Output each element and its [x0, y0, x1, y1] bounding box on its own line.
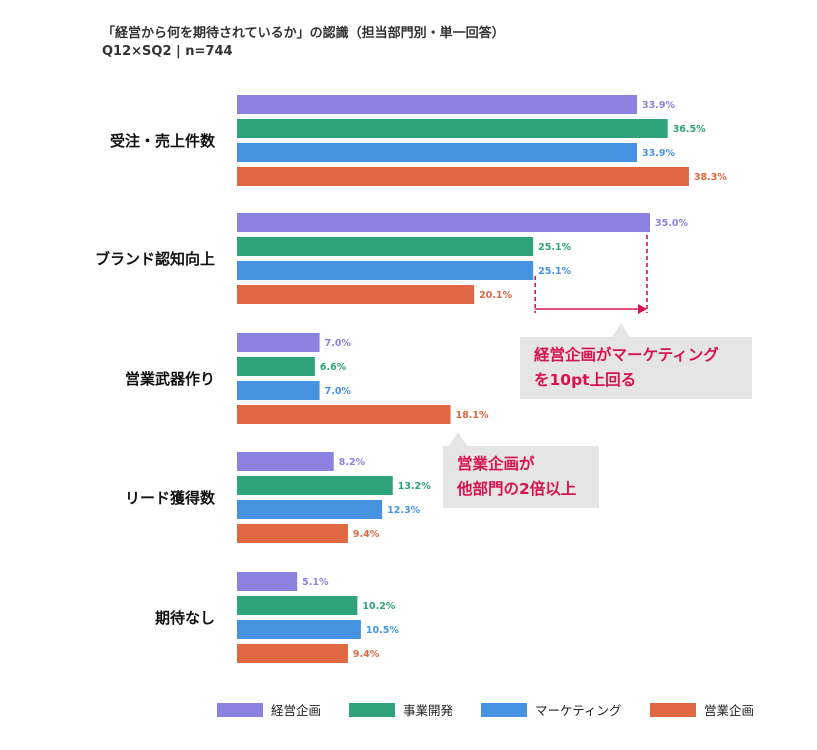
- legend-swatch: [481, 702, 527, 717]
- bar: [237, 119, 668, 138]
- legend-label: 事業開発: [403, 703, 454, 718]
- legend-swatch: [349, 702, 395, 717]
- bar: [237, 167, 689, 186]
- bar: [237, 357, 315, 376]
- value-label: 12.3%: [387, 505, 420, 516]
- value-label: 20.1%: [479, 290, 512, 301]
- category-label: リード獲得数: [125, 489, 216, 507]
- legend-item: 事業開発: [349, 700, 453, 719]
- value-label: 7.0%: [325, 338, 352, 349]
- bar: [237, 452, 334, 471]
- annotation-line: 営業企画が: [457, 455, 535, 473]
- chart-subtitle: Q12×SQ2 | n=744: [102, 44, 233, 59]
- legend-item: マーケティング: [481, 700, 622, 719]
- category-label: 営業武器作り: [125, 370, 215, 388]
- bar: [237, 500, 383, 519]
- chart-legend: 経営企画 事業開発 マーケティング 営業企画: [0, 700, 817, 722]
- value-label: 13.2%: [398, 481, 431, 492]
- category-label: 期待なし: [155, 609, 215, 627]
- value-label: 7.0%: [325, 386, 352, 397]
- bar: [237, 143, 638, 162]
- value-label: 9.4%: [353, 649, 380, 660]
- legend-item: 経営企画: [217, 700, 321, 719]
- bar: [237, 285, 475, 304]
- bar: [237, 261, 534, 280]
- value-label: 8.2%: [339, 457, 366, 468]
- legend-label: マーケティング: [535, 703, 622, 718]
- arrow-head: [638, 304, 647, 314]
- bar: [237, 405, 451, 424]
- bar: [237, 620, 361, 639]
- value-label: 18.1%: [456, 410, 489, 421]
- value-label: 25.1%: [538, 266, 571, 277]
- value-label: 38.3%: [694, 172, 727, 183]
- value-label: 6.6%: [320, 362, 347, 373]
- legend-item: 営業企画: [650, 700, 754, 719]
- bar: [237, 381, 320, 400]
- category-label: 受注・売上件数: [110, 132, 216, 150]
- bar: [237, 476, 393, 495]
- bar: [237, 596, 358, 615]
- value-label: 10.5%: [366, 625, 399, 636]
- value-label: 36.5%: [673, 124, 706, 135]
- value-label: 9.4%: [353, 529, 380, 540]
- bar: [237, 644, 348, 663]
- annotation-line: 経営企画がマーケティング: [534, 346, 719, 364]
- legend-label: 経営企画: [271, 703, 322, 718]
- legend-label: 営業企画: [704, 703, 755, 718]
- annotation-callout: 営業企画が 他部門の2倍以上: [443, 432, 599, 508]
- value-label: 33.9%: [642, 148, 675, 159]
- value-label: 25.1%: [538, 242, 571, 253]
- bar: [237, 95, 638, 114]
- value-label: 5.1%: [302, 577, 329, 588]
- bar: [237, 333, 320, 352]
- bar: [237, 237, 534, 256]
- bar-chart: 受注・売上件数 33.9% 36.5% 33.9% 38.3% ブランド認知向上 35.0%…: [95, 95, 727, 663]
- bar: [237, 572, 298, 591]
- annotation-line: を10pt上回る: [534, 371, 637, 389]
- annotation-callout: 経営企画がマーケティング を10pt上回る: [520, 323, 752, 399]
- legend-swatch: [650, 702, 696, 717]
- legend-swatch: [217, 702, 263, 717]
- bar: [237, 524, 348, 543]
- category-label: ブランド認知向上: [95, 250, 215, 268]
- value-label: 33.9%: [642, 100, 675, 111]
- annotation-line: 他部門の2倍以上: [457, 480, 577, 498]
- bar: [237, 213, 650, 232]
- value-label: 10.2%: [362, 601, 395, 612]
- chart-title: 「経営から何を期待されているか」の認識（担当部門別・単一回答）: [102, 26, 505, 41]
- value-label: 35.0%: [655, 218, 688, 229]
